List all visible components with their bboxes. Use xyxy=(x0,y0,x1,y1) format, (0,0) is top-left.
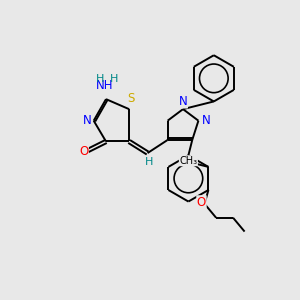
Text: O: O xyxy=(197,196,206,209)
Text: CH₃: CH₃ xyxy=(179,156,197,166)
Text: N: N xyxy=(178,95,188,108)
Text: H: H xyxy=(96,74,104,84)
Text: NH: NH xyxy=(96,79,113,92)
Text: N: N xyxy=(83,114,92,127)
Text: H: H xyxy=(110,74,118,84)
Text: H: H xyxy=(145,157,153,167)
Text: O: O xyxy=(79,145,88,158)
Text: N: N xyxy=(202,114,211,127)
Text: S: S xyxy=(128,92,135,105)
